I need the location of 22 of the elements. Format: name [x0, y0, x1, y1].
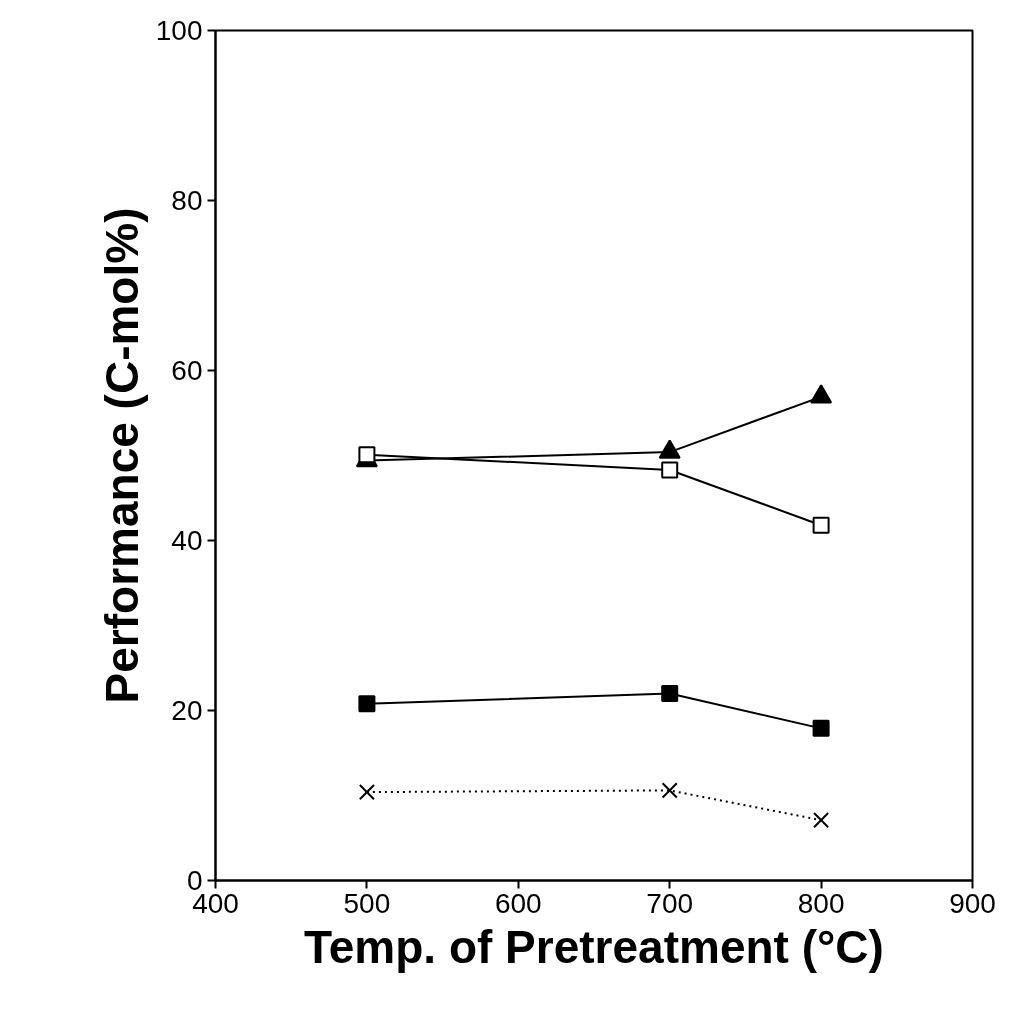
- point: [661, 685, 679, 702]
- point: [358, 695, 376, 713]
- x-tick-label: 900: [949, 887, 996, 919]
- x-tick-label: 600: [494, 887, 542, 919]
- y-axis-title: Performance (C-mol%): [95, 207, 148, 704]
- x-tick-label: 500: [343, 887, 391, 919]
- y-tick-label: 60: [171, 355, 203, 386]
- point: [812, 516, 830, 534]
- y-tick-label: 40: [171, 525, 203, 556]
- point: [813, 812, 830, 829]
- x-axis-title: Temp. of Pretreatment (°C): [304, 920, 884, 973]
- point: [661, 461, 679, 479]
- point: [661, 782, 678, 799]
- point: [658, 439, 681, 459]
- point: [358, 784, 375, 801]
- y-tick-label: 80: [171, 185, 203, 216]
- y-tick-label: 100: [155, 15, 203, 46]
- y-tick-label: 20: [171, 695, 203, 726]
- x-tick-label: 700: [646, 887, 694, 919]
- point: [812, 719, 830, 737]
- point: [810, 384, 833, 404]
- x-tick-label: 800: [797, 887, 845, 919]
